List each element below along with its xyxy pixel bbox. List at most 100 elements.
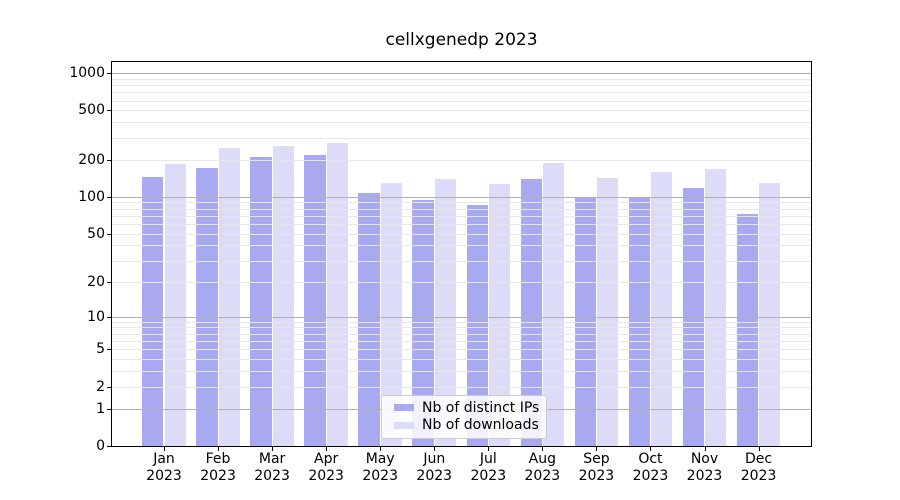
bar-distinct-ips-apr <box>304 155 326 446</box>
plot-area <box>111 61 812 447</box>
minor-gridline <box>112 340 811 342</box>
minor-gridline <box>112 100 811 102</box>
y-tick-mark <box>107 196 112 198</box>
minor-gridline <box>112 84 811 86</box>
minor-gridline <box>112 371 811 373</box>
y-axis-tick-label: 500 <box>78 102 105 119</box>
legend-label-downloads: Nb of downloads <box>422 417 539 434</box>
legend: Nb of distinct IPs Nb of downloads <box>381 395 547 439</box>
bar-downloads-jan <box>164 164 186 446</box>
legend-item-distinct-ips: Nb of distinct IPs <box>394 399 540 417</box>
x-axis-tick-label: Apr 2023 <box>308 451 344 484</box>
bar-distinct-ips-sep <box>574 196 596 446</box>
x-axis-tick-label: Sep 2023 <box>578 451 615 484</box>
y-tick-mark <box>107 281 112 283</box>
x-tick-mark <box>218 447 220 451</box>
x-axis-tick-label: Feb 2023 <box>200 451 236 484</box>
chart-title: cellxgenedp 2023 <box>385 30 538 50</box>
minor-gridline <box>112 281 811 283</box>
x-tick-mark <box>542 447 544 451</box>
minor-gridline <box>112 215 811 217</box>
minor-gridline <box>112 224 811 226</box>
minor-gridline <box>112 159 811 161</box>
x-axis-tick-label: Jul 2023 <box>470 451 507 484</box>
minor-gridline <box>112 359 811 361</box>
legend-item-downloads: Nb of downloads <box>394 417 539 435</box>
y-tick-mark <box>107 72 112 74</box>
bar-downloads-apr <box>326 143 348 446</box>
y-tick-mark <box>107 386 112 388</box>
bar-downloads-sep <box>596 178 619 446</box>
minor-gridline <box>112 208 811 210</box>
bar-downloads-mar <box>272 145 294 446</box>
y-tick-mark <box>107 349 112 351</box>
minor-gridline <box>112 137 811 139</box>
y-tick-mark <box>107 233 112 235</box>
major-gridline <box>112 316 811 318</box>
y-axis-tick-label: 2 <box>96 378 105 395</box>
x-tick-mark <box>326 447 328 451</box>
minor-gridline <box>112 349 811 351</box>
major-gridline <box>112 196 811 198</box>
minor-gridline <box>112 321 811 323</box>
y-axis-tick-label: 0 <box>96 438 105 454</box>
x-tick-mark <box>434 447 436 451</box>
x-tick-mark <box>596 447 598 451</box>
y-tick-mark <box>107 446 112 447</box>
minor-gridline <box>112 333 811 335</box>
bar-distinct-ips-feb <box>196 168 218 446</box>
y-tick-mark <box>107 316 112 318</box>
y-tick-mark <box>107 408 112 410</box>
y-tick-mark <box>107 110 112 112</box>
x-tick-mark <box>488 447 490 451</box>
bar-distinct-ips-jul <box>466 204 488 446</box>
y-axis-tick-label: 10 <box>87 308 105 325</box>
x-axis-tick-label: Oct 2023 <box>632 451 669 484</box>
y-axis-tick-label: 200 <box>78 151 105 168</box>
y-axis-tick-label: 100 <box>78 188 105 205</box>
x-axis-tick-label: Dec 2023 <box>740 451 777 484</box>
bar-distinct-ips-may <box>358 192 380 446</box>
bar-downloads-dec <box>759 183 781 446</box>
y-axis-tick-label: 1000 <box>69 64 105 81</box>
x-tick-mark <box>164 447 165 451</box>
bar-downloads-nov <box>705 169 727 446</box>
x-axis-tick-label: Mar 2023 <box>254 451 290 484</box>
minor-gridline <box>112 110 811 112</box>
x-tick-mark <box>758 447 760 451</box>
bar-downloads-feb <box>218 148 240 446</box>
minor-gridline <box>112 386 811 388</box>
x-tick-mark <box>380 447 382 451</box>
bar-downloads-aug <box>542 162 565 446</box>
major-gridline <box>112 72 811 74</box>
bar-distinct-ips-dec <box>736 213 759 446</box>
bar-downloads-oct <box>650 171 673 446</box>
y-axis-tick-label: 1 <box>96 400 105 417</box>
minor-gridline <box>112 78 811 80</box>
y-axis-tick-label: 50 <box>87 225 105 242</box>
minor-gridline <box>112 233 811 235</box>
x-axis-tick-label: May 2023 <box>362 451 398 484</box>
legend-swatch-0 <box>394 404 414 412</box>
bar-downloads-may <box>380 182 402 446</box>
x-axis-tick-label: Jun 2023 <box>416 451 453 484</box>
y-axis-tick-label: 5 <box>96 341 105 358</box>
bar-downloads-jul <box>488 184 511 446</box>
legend-swatch-1 <box>394 421 414 429</box>
y-axis-tick-label: 20 <box>87 273 105 290</box>
legend-label-distinct-ips: Nb of distinct IPs <box>422 399 540 416</box>
bar-distinct-ips-jan <box>142 176 164 446</box>
x-axis-tick-label: Aug 2023 <box>524 451 561 484</box>
x-axis-tick-label: Jan 2023 <box>146 451 182 484</box>
x-tick-mark <box>272 447 274 451</box>
x-tick-mark <box>650 447 652 451</box>
minor-gridline <box>112 245 811 247</box>
minor-gridline <box>112 122 811 124</box>
x-tick-mark <box>704 447 706 451</box>
x-axis-tick-label: Nov 2023 <box>686 451 723 484</box>
minor-gridline <box>112 260 811 262</box>
minor-gridline <box>112 92 811 94</box>
y-tick-mark <box>107 159 112 161</box>
minor-gridline <box>112 327 811 329</box>
